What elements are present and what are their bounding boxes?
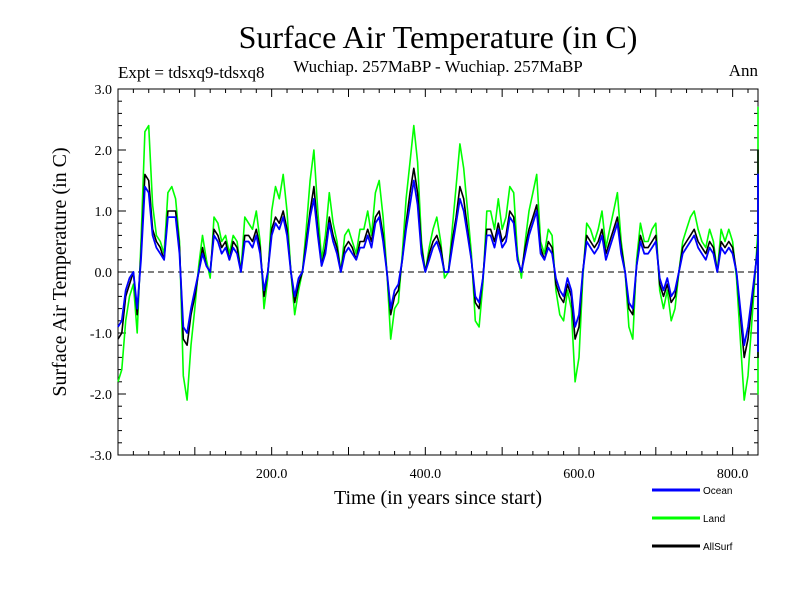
series-line-allsurf	[117, 149, 759, 359]
experiment-label: Expt = tdsxq9-tdsxq8	[118, 63, 265, 82]
legend-label-land: Land	[703, 514, 725, 525]
y-tick-label: 0.0	[95, 266, 113, 281]
season-label: Ann	[729, 61, 759, 80]
y-tick-label: 3.0	[95, 83, 113, 98]
x-tick-label: 600.0	[563, 467, 595, 482]
legend-label-allsurf: AllSurf	[703, 542, 733, 553]
x-axis-label: Time (in years since start)	[334, 487, 542, 509]
x-tick-labels: 200.0 400.0 600.0 800.0	[256, 467, 748, 482]
series-line-land	[117, 106, 759, 401]
y-tick-label: 2.0	[95, 144, 113, 159]
legend-label-ocean: Ocean	[703, 486, 732, 497]
y-tick-label: -1.0	[90, 327, 112, 342]
series-group	[117, 106, 759, 401]
chart-subtitle: Wuchiap. 257MaBP - Wuchiap. 257MaBP	[293, 57, 583, 76]
legend: Ocean Land AllSurf	[652, 486, 733, 553]
series-line-ocean	[117, 173, 759, 353]
y-tick-label: -3.0	[90, 449, 112, 464]
y-tick-label: -2.0	[90, 388, 112, 403]
x-tick-label: 200.0	[256, 467, 288, 482]
chart-title: Surface Air Temperature (in C)	[239, 19, 638, 55]
y-axis-label: Surface Air Temperature (in C)	[49, 147, 71, 396]
x-tick-label: 800.0	[717, 467, 749, 482]
y-tick-labels: -3.0 -2.0 -1.0 0.0 1.0 2.0 3.0	[90, 83, 112, 464]
y-tick-label: 1.0	[95, 205, 113, 220]
x-tick-label: 400.0	[410, 467, 442, 482]
